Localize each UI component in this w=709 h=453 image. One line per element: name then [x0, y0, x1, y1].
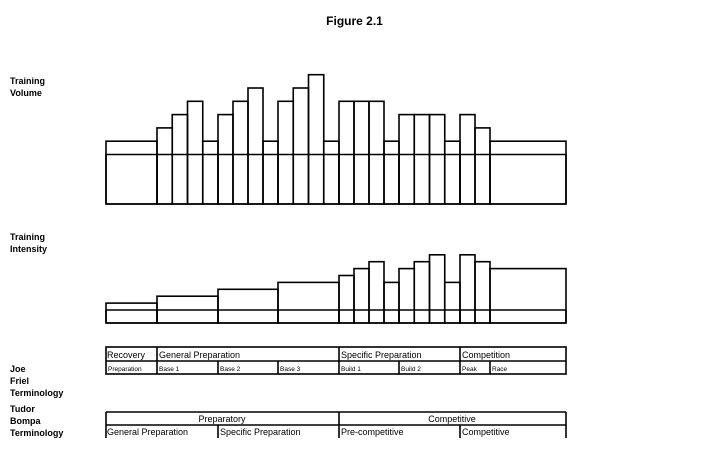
bompa-label-line: Terminology	[10, 428, 64, 438]
bompa-subphase-label: Pre-competitive	[341, 427, 404, 437]
volume-bar	[368, 100, 385, 205]
intensity-bar	[413, 260, 431, 324]
friel-period-label: Base 1	[159, 366, 180, 373]
intensity-bar	[428, 254, 446, 324]
intensity-bar	[105, 302, 158, 324]
figure-title: Figure 2.1	[326, 14, 383, 28]
friel-period-label: Base 2	[220, 366, 241, 373]
bompa-label-line: Bompa	[10, 416, 41, 426]
friel-phase-label: Specific Preparation	[341, 350, 422, 360]
bompa-subphase-label: Specific Preparation	[220, 427, 301, 437]
volume-label: Training Volume	[10, 75, 45, 99]
friel-phase-label: General Preparation	[159, 350, 240, 360]
intensity-bar	[489, 267, 567, 324]
friel-period-label: Base 3	[280, 366, 301, 373]
friel-period-label: Preparation	[108, 366, 142, 373]
intensity-bar	[443, 281, 461, 324]
volume-bar	[322, 140, 340, 205]
volume-bar	[428, 113, 446, 205]
volume-bar	[232, 100, 249, 205]
volume-bar	[459, 113, 476, 205]
intensity-bar	[217, 288, 279, 324]
volume-bar	[489, 140, 567, 205]
volume-bar	[105, 140, 158, 205]
volume-bar	[383, 140, 400, 205]
intensity-bar	[368, 260, 385, 324]
intensity-bar	[277, 281, 340, 324]
intensity-bar	[338, 274, 355, 324]
intensity-bar	[353, 267, 370, 324]
volume-bar	[156, 127, 174, 205]
bompa-label-line: Tudor	[10, 404, 35, 414]
friel-phase-label: Competition	[462, 350, 510, 360]
volume-bar	[217, 113, 234, 205]
intensity-label: Training Intensity	[10, 231, 47, 255]
volume-bar	[443, 140, 461, 205]
friel-period-label: Race	[492, 366, 508, 373]
volume-label-line: Volume	[10, 88, 42, 98]
volume-bar	[474, 127, 491, 205]
volume-bar	[277, 100, 295, 205]
volume-bar	[186, 100, 204, 205]
bompa-subphase-label: Competitive	[462, 427, 510, 437]
volume-bar	[307, 73, 325, 205]
intensity-bar	[474, 260, 491, 324]
volume-bar	[262, 140, 279, 205]
volume-bar	[292, 87, 310, 205]
bompa-phase-label: Preparatory	[198, 414, 246, 424]
volume-bar	[247, 87, 264, 205]
intensity-label-line: Intensity	[10, 244, 48, 254]
intensity-bar	[383, 281, 400, 324]
bompa-label: Tudor Bompa Terminology	[10, 403, 63, 439]
volume-bar	[201, 140, 219, 205]
friel-label: Joe Friel Terminology	[10, 363, 63, 399]
friel-label-line: Joe	[10, 364, 26, 374]
friel-label-line: Terminology	[10, 388, 64, 398]
volume-bar	[171, 113, 189, 205]
friel-period-label: Build 2	[401, 366, 421, 373]
intensity-bar	[398, 267, 416, 324]
intensity-label-line: Training	[10, 232, 46, 242]
bompa-subphase-label: General Preparation	[107, 427, 188, 437]
volume-bar	[398, 113, 416, 205]
friel-period-label: Peak	[462, 366, 478, 373]
volume-bar	[338, 100, 355, 205]
friel-phase-label: Recovery	[107, 350, 146, 360]
volume-bar	[413, 113, 431, 205]
volume-label-line: Training	[10, 76, 46, 86]
bompa-phase-label: Competitive	[428, 414, 476, 424]
friel-label-line: Friel	[10, 376, 30, 386]
volume-bar	[353, 100, 370, 205]
intensity-bar	[459, 254, 476, 324]
friel-period-label: Build 1	[341, 366, 361, 373]
